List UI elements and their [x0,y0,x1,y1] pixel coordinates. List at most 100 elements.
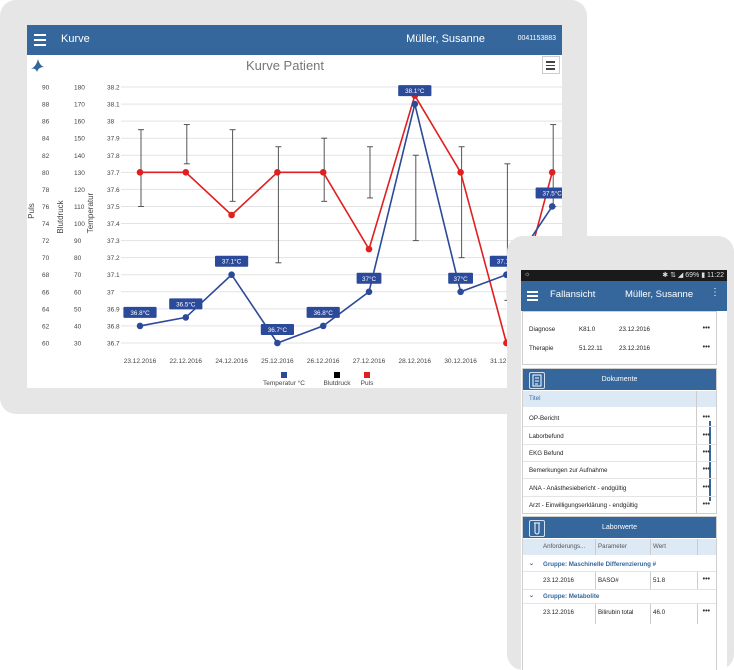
y-tick-label: 37.2 [107,255,120,262]
y-tick-label: 84 [42,136,50,143]
column-anforderung[interactable]: Anforderungs... [543,543,586,550]
temperatur-label-box [448,272,473,284]
temperatur-label: 36.8°C [130,309,150,317]
tablet-device: Kurve Müller, Susanne 0041153883 Kurve P… [0,0,587,414]
y-tick-label: 37.7 [107,170,120,177]
hamburger-icon[interactable] [527,291,538,301]
puls-point [228,211,235,219]
y-tick-label: 40 [74,323,82,330]
temperatur-label: 36.5°C [176,300,196,308]
legend-swatch [364,372,370,378]
document-item[interactable]: ANA - Anästhesiebericht - endgültig [529,485,627,492]
y-tick-label: 37.3 [107,238,120,245]
hamburger-icon[interactable] [34,34,46,46]
document-more-button[interactable]: ••• [702,414,710,421]
temperatur-label: 36.8°C [314,309,334,317]
phone-header: Fallansicht Müller, Susanne ⋮ [521,281,727,311]
document-more-button[interactable]: ••• [702,484,710,491]
temperatur-point [136,322,144,330]
puls-point [319,169,327,176]
column-parameter[interactable]: Parameter [598,543,627,550]
patient-name: Müller, Susanne [406,33,485,45]
document-more-button[interactable]: ••• [702,466,710,473]
y-tick-label: 130 [74,170,85,177]
y-tick-label: 70 [42,255,50,262]
page-title: Kurve [61,33,90,45]
temperatur-label-box [356,272,382,284]
y-tick-label: 60 [42,341,50,348]
temperatur-label: 37°C [454,275,469,283]
document-icon [529,372,545,389]
temperatur-point [411,100,419,108]
document-item[interactable]: Arzt - Einwilligungserklärung - endgülti… [529,502,638,509]
legend-swatch [334,372,340,378]
puls-point [136,169,144,176]
column-wert[interactable]: Wert [653,543,666,550]
lab-value-2: 46.0 [653,609,666,616]
phone-screen: ☼ ✱ ⇅ ◢ 69% ▮ 11:22 Fallansicht Müller, … [521,270,727,670]
document-item[interactable]: EKG Befund [529,450,564,457]
temperatur-label: 38.1°C [405,87,425,95]
x-tick-label: 28.12.2016 [399,358,432,365]
y-tick-label: 50 [74,306,82,313]
kebab-icon[interactable]: ⋮ [710,287,720,298]
y-tick-label: 170 [74,102,85,109]
phone-device: ☼ ✱ ⇅ ◢ 69% ▮ 11:22 Fallansicht Müller, … [507,236,734,670]
puls-point [182,169,190,176]
temperatur-point [365,288,373,296]
therapy-more-button[interactable]: ••• [702,344,710,351]
therapy-code: 51.22.11 [579,345,603,352]
y-tick-label: 62 [42,323,50,330]
y-tick-label: 36.7 [107,341,120,348]
chart-menu-button[interactable] [542,56,560,74]
divider [523,478,716,479]
puls-point [457,169,464,176]
lab-parameter-2: Bilirubin total [598,609,634,616]
x-tick-label: 23.12.2016 [124,358,157,365]
y-tick-label: 37.1 [107,272,120,279]
diagnosis-code: K81.0 [579,326,596,333]
temperatur-point [548,203,556,210]
y-tick-label: 36.9 [107,306,120,313]
document-more-button[interactable]: ••• [702,501,710,508]
legend-label: Puls [361,380,374,387]
column-divider [697,539,698,555]
puls-line [140,93,553,347]
y-tick-label: 180 [74,85,85,92]
document-item[interactable]: OP-Bericht [529,415,560,422]
documents-column-header[interactable]: Titel [523,391,716,407]
temperatur-point [457,288,464,296]
y-tick-label: 70 [74,272,82,279]
column-divider [595,572,596,589]
legend-label: Blutdruck [323,380,351,387]
document-item[interactable]: Bemerkungen zur Aufnahme [529,467,608,474]
document-item[interactable]: Laborbefund [529,433,564,440]
x-tick-label: 24.12.2016 [215,358,248,365]
x-tick-label: 31.12.2016 [490,358,523,365]
document-more-button[interactable]: ••• [702,432,710,439]
y-tick-label: 68 [42,272,50,279]
column-titel: Titel [529,395,541,402]
temperatur-label-box [123,306,157,318]
phone-patient-name: Müller, Susanne [625,289,694,300]
phone-page-title: Fallansicht [550,289,596,300]
temperatur-label-box [306,306,340,318]
diagnosis-more-button[interactable]: ••• [702,325,710,332]
divider [523,603,716,604]
documents-card: Dokumente Titel OP-Bericht ••• Laborbefund… [522,368,717,514]
lab-more-button-2[interactable]: ••• [702,608,710,615]
column-divider [595,604,596,624]
lab-more-button-1[interactable]: ••• [702,576,710,583]
axis-label-puls: Puls [27,203,36,219]
group-toggle-1[interactable]: ⌄ [529,560,535,567]
y-tick-label: 37.9 [107,136,120,143]
divider [523,444,716,445]
group-toggle-2[interactable]: ⌄ [529,592,535,599]
axis-label-temperatur: Temperatur [86,192,95,233]
x-tick-label: 26.12.2016 [307,358,340,365]
temperatur-label-box [169,298,203,310]
patient-id: 0041153883 [517,35,556,42]
document-more-button[interactable]: ••• [702,449,710,456]
column-divider [650,539,651,555]
y-tick-label: 74 [42,221,50,228]
